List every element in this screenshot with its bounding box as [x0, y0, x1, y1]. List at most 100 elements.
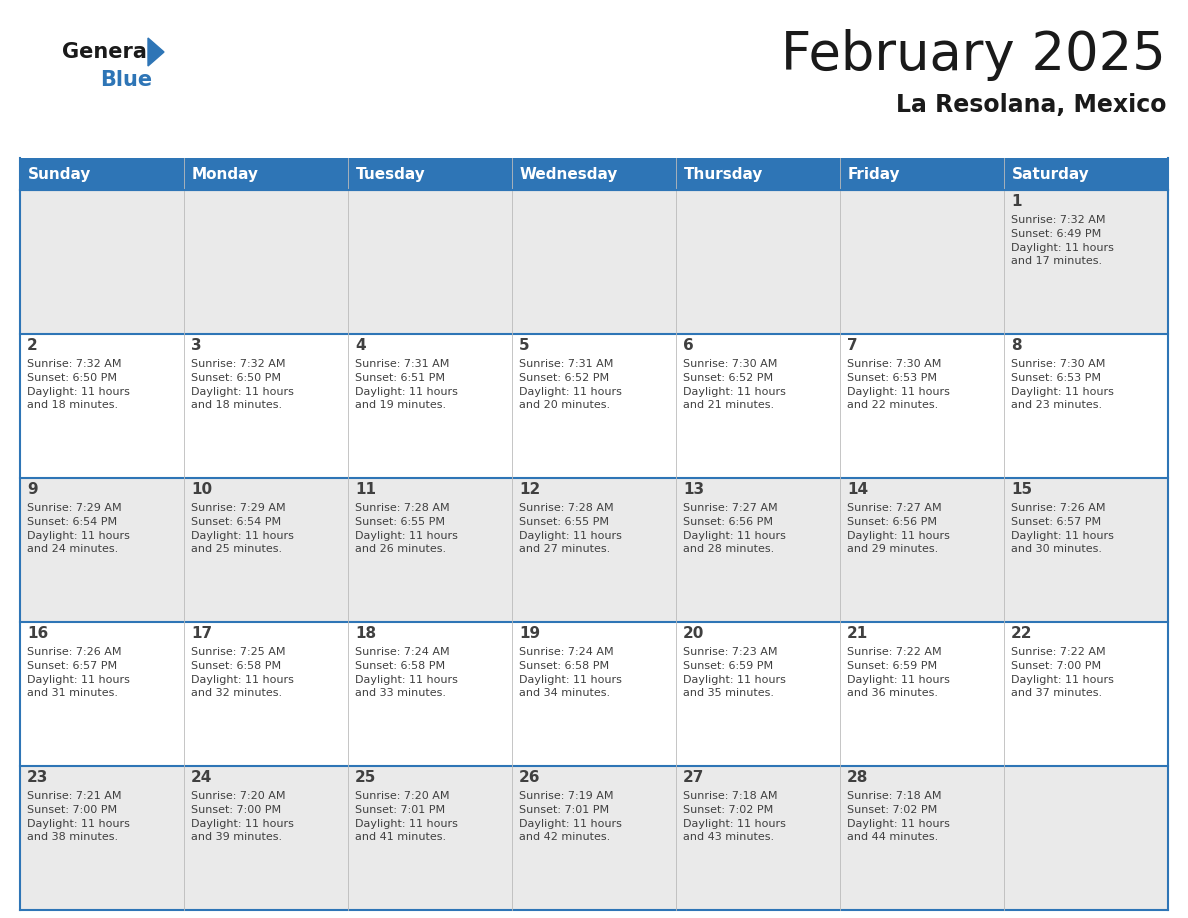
Text: Sunset: 6:59 PM: Sunset: 6:59 PM: [847, 661, 937, 671]
Text: Friday: Friday: [848, 166, 901, 182]
FancyBboxPatch shape: [1004, 622, 1168, 766]
Text: Sunset: 6:54 PM: Sunset: 6:54 PM: [27, 517, 118, 527]
Text: Daylight: 11 hours: Daylight: 11 hours: [683, 675, 786, 685]
FancyBboxPatch shape: [840, 766, 1004, 910]
Text: and 41 minutes.: and 41 minutes.: [355, 832, 447, 842]
FancyBboxPatch shape: [840, 478, 1004, 622]
Text: Daylight: 11 hours: Daylight: 11 hours: [519, 675, 621, 685]
FancyBboxPatch shape: [676, 334, 840, 478]
Text: 14: 14: [847, 483, 868, 498]
FancyBboxPatch shape: [1004, 478, 1168, 622]
Text: and 34 minutes.: and 34 minutes.: [519, 688, 611, 698]
Text: 16: 16: [27, 626, 49, 642]
Text: 21: 21: [847, 626, 868, 642]
Text: Sunrise: 7:24 AM: Sunrise: 7:24 AM: [355, 647, 449, 657]
FancyBboxPatch shape: [676, 478, 840, 622]
Text: Sunset: 6:50 PM: Sunset: 6:50 PM: [27, 373, 116, 383]
Text: Sunrise: 7:29 AM: Sunrise: 7:29 AM: [191, 503, 285, 513]
Text: Sunrise: 7:31 AM: Sunrise: 7:31 AM: [519, 359, 613, 369]
Text: Sunset: 6:55 PM: Sunset: 6:55 PM: [355, 517, 446, 527]
FancyBboxPatch shape: [840, 334, 1004, 478]
Text: and 20 minutes.: and 20 minutes.: [519, 400, 611, 410]
FancyBboxPatch shape: [512, 190, 676, 334]
Text: Monday: Monday: [192, 166, 259, 182]
FancyBboxPatch shape: [1004, 190, 1168, 334]
Text: Saturday: Saturday: [1012, 166, 1089, 182]
Text: Daylight: 11 hours: Daylight: 11 hours: [355, 675, 457, 685]
Text: La Resolana, Mexico: La Resolana, Mexico: [896, 93, 1165, 117]
Text: and 36 minutes.: and 36 minutes.: [847, 688, 939, 698]
Text: Sunset: 6:58 PM: Sunset: 6:58 PM: [355, 661, 446, 671]
Text: Sunrise: 7:32 AM: Sunrise: 7:32 AM: [1011, 215, 1106, 225]
Text: 11: 11: [355, 483, 375, 498]
Text: Daylight: 11 hours: Daylight: 11 hours: [847, 819, 950, 829]
Text: Daylight: 11 hours: Daylight: 11 hours: [847, 675, 950, 685]
FancyBboxPatch shape: [20, 190, 184, 334]
Text: Sunrise: 7:20 AM: Sunrise: 7:20 AM: [355, 791, 449, 801]
Text: Sunrise: 7:24 AM: Sunrise: 7:24 AM: [519, 647, 614, 657]
Text: Sunrise: 7:22 AM: Sunrise: 7:22 AM: [847, 647, 942, 657]
Text: and 39 minutes.: and 39 minutes.: [191, 832, 282, 842]
FancyBboxPatch shape: [348, 334, 512, 478]
Text: General: General: [62, 42, 154, 62]
FancyBboxPatch shape: [348, 766, 512, 910]
Text: Sunset: 6:49 PM: Sunset: 6:49 PM: [1011, 229, 1101, 239]
Text: Daylight: 11 hours: Daylight: 11 hours: [355, 531, 457, 541]
Text: Daylight: 11 hours: Daylight: 11 hours: [683, 387, 786, 397]
Text: Sunrise: 7:18 AM: Sunrise: 7:18 AM: [847, 791, 942, 801]
Text: Blue: Blue: [100, 70, 152, 90]
Text: Daylight: 11 hours: Daylight: 11 hours: [355, 387, 457, 397]
Text: and 25 minutes.: and 25 minutes.: [191, 544, 282, 554]
Text: Daylight: 11 hours: Daylight: 11 hours: [191, 531, 293, 541]
Text: Sunrise: 7:31 AM: Sunrise: 7:31 AM: [355, 359, 449, 369]
Text: Sunrise: 7:20 AM: Sunrise: 7:20 AM: [191, 791, 285, 801]
Text: 17: 17: [191, 626, 213, 642]
FancyBboxPatch shape: [20, 158, 1168, 190]
Text: 1: 1: [1011, 195, 1022, 209]
Text: Sunrise: 7:26 AM: Sunrise: 7:26 AM: [1011, 503, 1106, 513]
Text: and 21 minutes.: and 21 minutes.: [683, 400, 775, 410]
Text: Daylight: 11 hours: Daylight: 11 hours: [27, 819, 129, 829]
FancyBboxPatch shape: [512, 334, 676, 478]
Text: and 44 minutes.: and 44 minutes.: [847, 832, 939, 842]
Text: Sunset: 7:01 PM: Sunset: 7:01 PM: [519, 805, 609, 815]
Text: 19: 19: [519, 626, 541, 642]
Text: Daylight: 11 hours: Daylight: 11 hours: [191, 387, 293, 397]
FancyBboxPatch shape: [184, 190, 348, 334]
Text: 8: 8: [1011, 339, 1022, 353]
Text: 27: 27: [683, 770, 704, 786]
Text: Sunrise: 7:27 AM: Sunrise: 7:27 AM: [847, 503, 942, 513]
Text: and 29 minutes.: and 29 minutes.: [847, 544, 939, 554]
Text: and 38 minutes.: and 38 minutes.: [27, 832, 118, 842]
Text: Daylight: 11 hours: Daylight: 11 hours: [847, 387, 950, 397]
Text: Sunrise: 7:28 AM: Sunrise: 7:28 AM: [519, 503, 614, 513]
FancyBboxPatch shape: [348, 478, 512, 622]
Text: Daylight: 11 hours: Daylight: 11 hours: [191, 675, 293, 685]
Text: Sunset: 6:51 PM: Sunset: 6:51 PM: [355, 373, 446, 383]
Text: 4: 4: [355, 339, 366, 353]
Text: Sunset: 7:00 PM: Sunset: 7:00 PM: [191, 805, 282, 815]
FancyBboxPatch shape: [20, 766, 184, 910]
Text: 5: 5: [519, 339, 530, 353]
Text: Daylight: 11 hours: Daylight: 11 hours: [27, 387, 129, 397]
FancyBboxPatch shape: [676, 766, 840, 910]
Text: Sunrise: 7:26 AM: Sunrise: 7:26 AM: [27, 647, 121, 657]
Text: Sunset: 6:59 PM: Sunset: 6:59 PM: [683, 661, 773, 671]
Text: Daylight: 11 hours: Daylight: 11 hours: [1011, 675, 1114, 685]
FancyBboxPatch shape: [840, 190, 1004, 334]
Text: Daylight: 11 hours: Daylight: 11 hours: [519, 387, 621, 397]
Text: and 33 minutes.: and 33 minutes.: [355, 688, 446, 698]
Text: Daylight: 11 hours: Daylight: 11 hours: [683, 819, 786, 829]
Text: Sunset: 6:52 PM: Sunset: 6:52 PM: [519, 373, 609, 383]
Text: 9: 9: [27, 483, 38, 498]
Text: Sunset: 7:02 PM: Sunset: 7:02 PM: [847, 805, 937, 815]
Text: and 28 minutes.: and 28 minutes.: [683, 544, 775, 554]
Text: Sunrise: 7:25 AM: Sunrise: 7:25 AM: [191, 647, 285, 657]
Text: 28: 28: [847, 770, 868, 786]
Text: 6: 6: [683, 339, 694, 353]
Text: Sunrise: 7:21 AM: Sunrise: 7:21 AM: [27, 791, 121, 801]
Text: and 37 minutes.: and 37 minutes.: [1011, 688, 1102, 698]
Text: Daylight: 11 hours: Daylight: 11 hours: [191, 819, 293, 829]
FancyBboxPatch shape: [184, 334, 348, 478]
Text: Sunset: 6:50 PM: Sunset: 6:50 PM: [191, 373, 282, 383]
